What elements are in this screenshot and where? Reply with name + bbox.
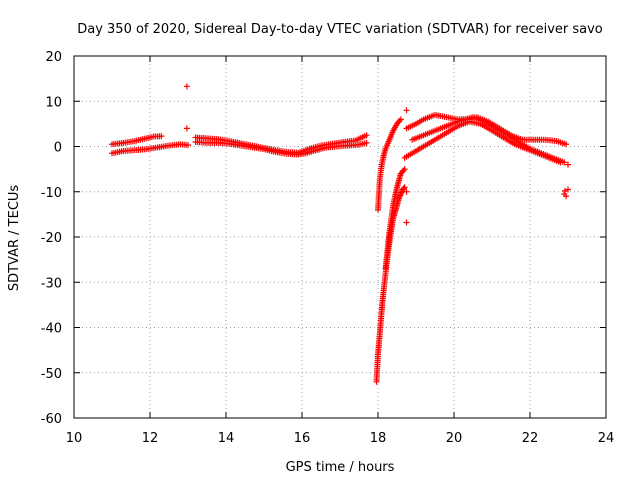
data-point bbox=[403, 107, 410, 114]
data-point bbox=[183, 125, 190, 132]
x-tick-label: 12 bbox=[142, 431, 159, 446]
data-point bbox=[401, 184, 408, 191]
axis-ticks: 10 12 14 16 18 20 22 24 -60 -50 -40 -30 -20 -10 0 10 20 bbox=[41, 50, 615, 446]
y-tick-label: 10 bbox=[45, 95, 62, 110]
x-tick-label: 16 bbox=[294, 431, 311, 446]
data-point bbox=[397, 116, 404, 123]
data-point bbox=[400, 185, 407, 192]
data-point bbox=[401, 166, 408, 173]
data-point bbox=[403, 219, 410, 226]
data-point bbox=[561, 191, 568, 198]
data-point bbox=[565, 161, 571, 168]
x-tick-label: 10 bbox=[66, 431, 83, 446]
x-axis-label: GPS time / hours bbox=[286, 460, 395, 475]
y-tick-label: -60 bbox=[41, 412, 62, 427]
y-tick-label: 0 bbox=[54, 141, 62, 156]
chart-title: Day 350 of 2020, Sidereal Day-to-day VTE… bbox=[77, 22, 603, 37]
y-tick-label: -40 bbox=[41, 322, 62, 337]
data-point bbox=[565, 186, 571, 193]
y-tick-label: -50 bbox=[41, 367, 62, 382]
x-tick-label: 20 bbox=[446, 431, 463, 446]
data-point bbox=[183, 83, 190, 90]
data-point bbox=[158, 133, 165, 140]
data-point bbox=[563, 141, 570, 148]
y-tick-label: -20 bbox=[41, 231, 62, 246]
y-tick-label: -30 bbox=[41, 276, 62, 291]
x-tick-label: 14 bbox=[218, 431, 235, 446]
data-point bbox=[363, 132, 370, 139]
y-tick-label: -10 bbox=[41, 186, 62, 201]
x-tick-label: 24 bbox=[598, 431, 615, 446]
data-points bbox=[109, 83, 571, 385]
x-tick-label: 22 bbox=[522, 431, 539, 446]
data-point bbox=[557, 159, 564, 166]
y-tick-label: 20 bbox=[45, 50, 62, 65]
data-point bbox=[363, 139, 370, 146]
x-tick-label: 18 bbox=[370, 431, 387, 446]
data-point bbox=[403, 188, 410, 195]
data-point bbox=[185, 142, 191, 149]
y-axis-label: SDTVAR / TECUs bbox=[7, 185, 22, 292]
data-point bbox=[561, 187, 568, 194]
